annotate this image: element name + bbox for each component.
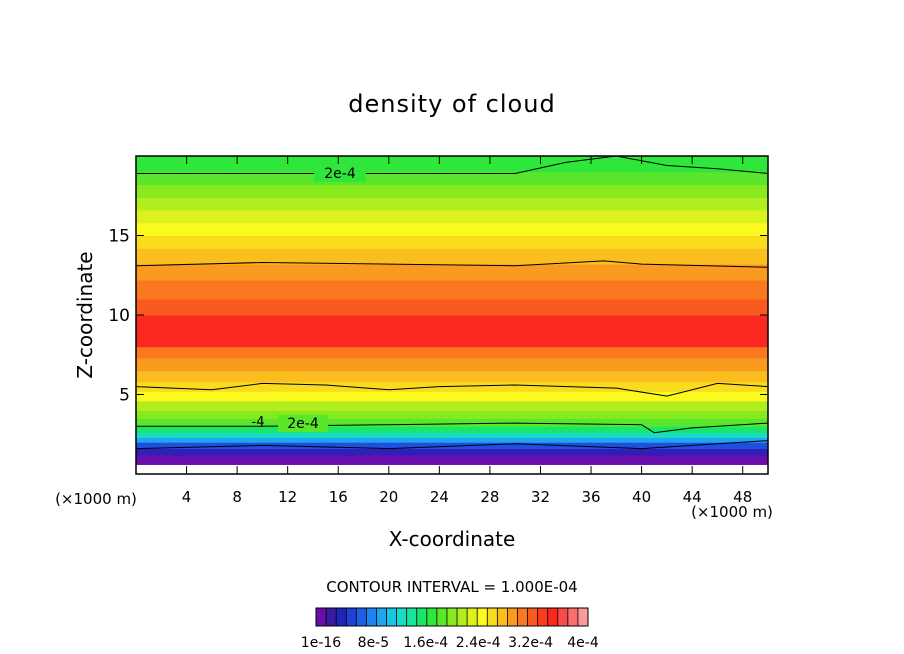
color-band <box>136 410 768 419</box>
colorbar-swatch <box>416 608 428 626</box>
color-band <box>136 315 768 348</box>
contour-line <box>136 260 768 268</box>
color-band <box>136 184 768 198</box>
colorbar-swatch <box>537 608 549 626</box>
x-tick-label: 8 <box>232 488 242 506</box>
colorbar-swatch <box>487 608 498 626</box>
colorbar-swatch <box>366 608 377 626</box>
color-band <box>136 235 768 249</box>
color-bands <box>136 156 768 474</box>
color-band <box>136 346 768 359</box>
colorbar-swatch <box>386 608 397 626</box>
colorbar-label: 4e-4 <box>567 635 599 651</box>
chart-title: density of cloud <box>348 90 555 118</box>
color-band <box>136 418 768 427</box>
x-tick-label: 32 <box>531 488 550 506</box>
contour-label: 2e-4 <box>287 416 319 432</box>
color-band <box>136 264 768 281</box>
colorbar-swatch <box>527 608 538 626</box>
color-band <box>136 391 768 402</box>
y-tick-label: 10 <box>108 306 130 326</box>
x-axis-label: X-coordinate <box>389 527 516 551</box>
x-tick-label: 24 <box>430 488 449 506</box>
color-band <box>136 248 768 265</box>
plot-area <box>136 156 768 474</box>
colorbar-label: 2.4e-4 <box>456 635 501 651</box>
colorbar-swatch <box>457 608 468 626</box>
color-band <box>136 197 768 211</box>
colorbar-swatch <box>426 608 438 626</box>
x-unit-label-right: (×1000 m) <box>691 503 773 521</box>
x-tick-label: 16 <box>329 488 348 506</box>
colorbar-swatch <box>436 608 448 626</box>
colorbar-swatch <box>446 608 458 626</box>
colorbar-swatch <box>517 608 528 626</box>
colorbar-swatch <box>356 608 367 626</box>
colorbar-swatch <box>577 608 589 626</box>
color-band <box>136 426 768 434</box>
color-band <box>136 448 768 456</box>
colorbar-swatch <box>497 608 508 626</box>
x-tick-label: 20 <box>379 488 398 506</box>
x-axis: 4 8 12 16 20 24 28 32 36 40 44 48 <box>182 156 752 506</box>
colorbar-swatch <box>326 608 337 626</box>
colorbar-label: 8e-5 <box>358 635 389 651</box>
colorbar-swatch <box>316 608 327 626</box>
colorbar-label: 1.6e-4 <box>403 635 448 651</box>
colorbar-swatch <box>336 608 347 626</box>
y-axis: 5 10 15 <box>108 227 768 406</box>
colorbar-frame <box>315 607 589 627</box>
color-band <box>136 442 768 450</box>
color-band <box>136 454 768 465</box>
color-band <box>136 280 768 300</box>
x-tick-label: 12 <box>278 488 297 506</box>
colorbar-swatch <box>406 608 418 626</box>
contour-line <box>136 440 768 450</box>
y-tick-label: 15 <box>108 227 130 247</box>
color-band <box>136 299 768 316</box>
color-band <box>136 171 768 186</box>
x-tick-label: 48 <box>733 488 752 506</box>
color-band <box>136 357 768 372</box>
colorbar-labels: 1e-16 8e-5 1.6e-4 2.4e-4 3.2e-4 4e-4 <box>301 635 599 651</box>
colorbar-label: 3.2e-4 <box>508 635 553 651</box>
colorbar-swatch <box>477 608 488 626</box>
colorbar-swatch <box>507 608 518 626</box>
contour-interval-text: CONTOUR INTERVAL = 1.000E-04 <box>326 578 577 596</box>
colorbar-swatch <box>396 608 407 626</box>
color-band <box>136 437 768 443</box>
color-band <box>136 222 768 236</box>
colorbar-swatch <box>346 608 357 626</box>
colorbar-label: 1e-16 <box>301 635 341 651</box>
colorbar-swatch <box>567 608 579 626</box>
colorbar-swatch <box>547 608 559 626</box>
color-band <box>136 432 768 438</box>
x-tick-label: 40 <box>632 488 651 506</box>
contour-line <box>136 156 768 174</box>
colorbar-swatch <box>376 608 387 626</box>
colorbar <box>315 607 589 627</box>
color-band <box>136 400 768 411</box>
contour-labels: 2e-4 2e-4 -4 <box>252 164 366 432</box>
color-band <box>136 464 768 474</box>
color-band <box>136 210 768 224</box>
x-unit-label-left: (×1000 m) <box>55 490 137 508</box>
contour-label: 2e-4 <box>324 166 356 182</box>
x-tick-label: 44 <box>683 488 702 506</box>
colorbar-swatch <box>557 608 569 626</box>
colorbar-swatch <box>467 608 478 626</box>
y-axis-label: Z-coordinate <box>73 251 97 378</box>
contour-line <box>136 382 768 397</box>
contour-label: -4 <box>252 415 265 430</box>
y-tick-label: 5 <box>119 386 130 406</box>
x-tick-label: 4 <box>182 488 192 506</box>
color-band <box>136 370 768 383</box>
x-tick-label: 28 <box>480 488 499 506</box>
color-band <box>136 156 768 173</box>
x-tick-label: 36 <box>581 488 600 506</box>
